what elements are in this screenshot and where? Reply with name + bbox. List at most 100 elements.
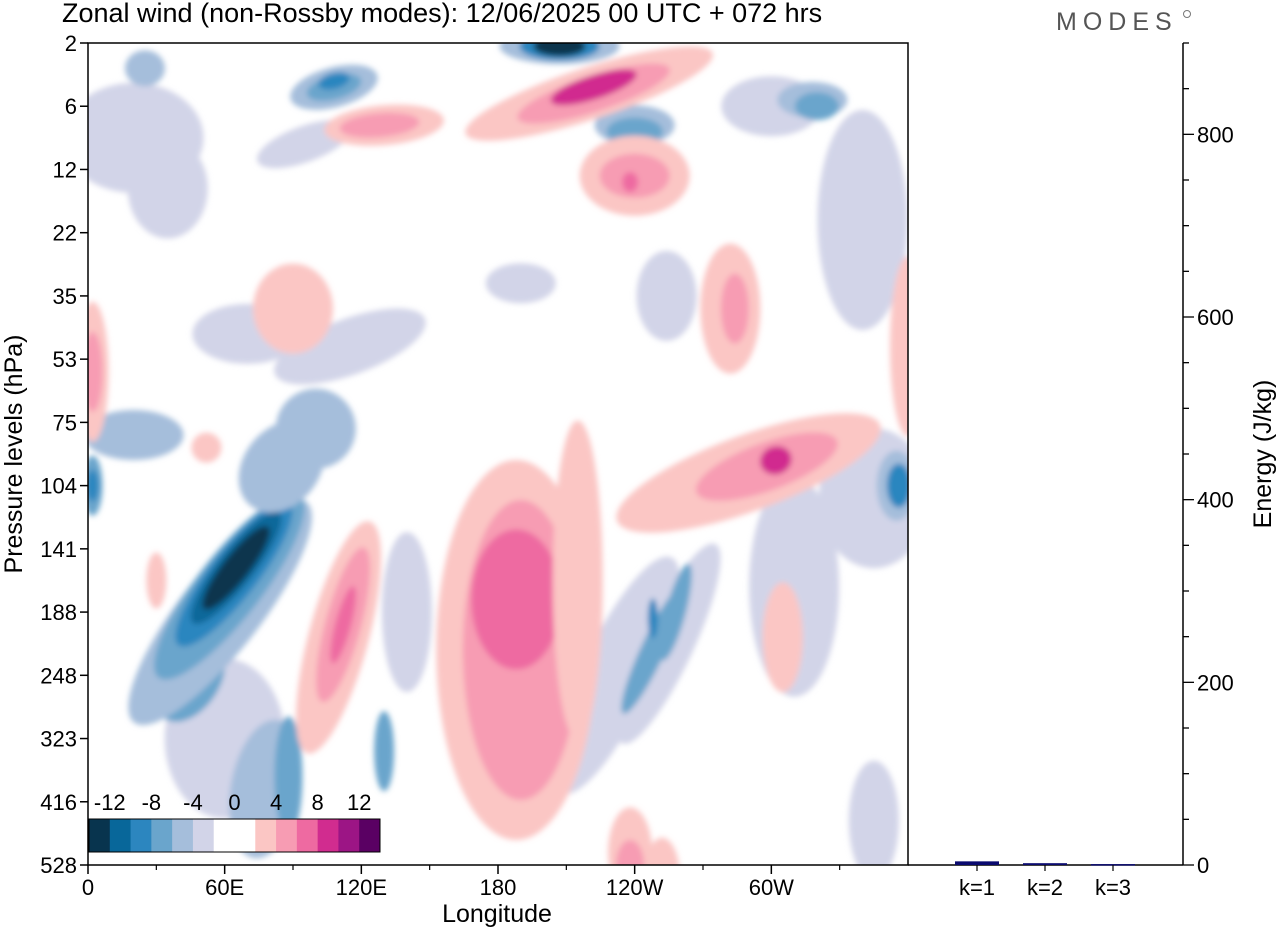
field-blob-57 — [890, 256, 908, 437]
field-blob-13 — [381, 532, 432, 693]
field-blob-4 — [274, 308, 426, 385]
energy-tick-label: 0 — [1197, 853, 1209, 878]
field-blob-5 — [485, 263, 556, 304]
field-blob-37 — [533, 43, 586, 57]
energy-bars: 0 200 400 600 800 Energy (J/kg) k=1 k=2 k=3 — [908, 42, 1277, 900]
energy-tick-label: 800 — [1197, 122, 1234, 147]
y-tick-label: 2 — [65, 31, 77, 56]
colorbar-swatch-0 — [89, 819, 111, 852]
colorbar-swatch-11 — [317, 819, 339, 852]
field-blob-43 — [88, 469, 99, 502]
field-blob-49 — [550, 69, 637, 106]
field-layer — [88, 43, 908, 865]
field-blob-66 — [479, 535, 540, 626]
y-tick-label: 75 — [53, 410, 77, 435]
x-tick-label: 0 — [82, 875, 94, 900]
y-tick-label: 35 — [53, 284, 77, 309]
field-blob-2 — [127, 138, 208, 239]
field-blob-46 — [647, 598, 658, 639]
field-blob-71 — [552, 420, 603, 741]
field-blob-69 — [330, 586, 357, 664]
field-blob-6 — [636, 250, 697, 341]
y-tick-label: 188 — [40, 600, 77, 625]
field-blob-34 — [318, 72, 350, 90]
field-blob-14 — [848, 760, 899, 865]
field-blob-59 — [88, 331, 103, 412]
field-blob-31 — [374, 711, 395, 792]
energy-tick-label: 600 — [1197, 305, 1234, 330]
colorbar: -12 -8 -4 0 4 8 12 — [88, 790, 381, 853]
heatmap-field — [88, 43, 908, 865]
energy-category-label: k=3 — [1095, 875, 1131, 900]
y-tick-label: 22 — [53, 221, 77, 246]
x-tick-label: 60E — [205, 875, 244, 900]
energy-category-label: k=1 — [959, 875, 995, 900]
colorbar-label: 4 — [270, 790, 282, 815]
field-blob-54 — [622, 172, 639, 193]
colorbar-swatch-4 — [172, 819, 194, 852]
field-blob-51 — [339, 112, 420, 138]
energy-bar-k=3 — [1091, 864, 1135, 866]
field-blob-30 — [274, 716, 303, 837]
field-blob-77 — [191, 432, 222, 463]
y-tick-label: 53 — [53, 347, 77, 372]
colorbar-label: -4 — [183, 790, 203, 815]
y-tick-label: 528 — [40, 853, 77, 878]
field-blob-26 — [202, 526, 270, 610]
colorbar-swatch-2 — [130, 819, 152, 852]
colorbar-swatch-5 — [192, 819, 215, 852]
field-blob-70 — [253, 263, 333, 354]
field-blob-15 — [88, 410, 184, 461]
field-blob-62 — [760, 446, 792, 475]
colorbar-swatch-12 — [338, 819, 360, 852]
colorbar-label: -12 — [94, 790, 126, 815]
colorbar-swatch-3 — [151, 819, 173, 852]
y-axis-title: Pressure levels (hPa) — [0, 335, 28, 574]
colorbar-swatch-10 — [296, 819, 319, 852]
x-tick-label: 180 — [480, 875, 517, 900]
energy-bar-k=2 — [1023, 863, 1067, 865]
y-tick-label: 12 — [53, 157, 77, 182]
colorbar-label: 12 — [347, 790, 371, 815]
colorbar-swatch-9 — [276, 819, 298, 852]
x-axis-title: Longitude — [442, 900, 552, 928]
colorbar-swatch-8 — [255, 819, 277, 852]
x-tick-label: 120W — [606, 875, 664, 900]
y-tick-label: 141 — [40, 537, 77, 562]
colorbar-swatch-1 — [109, 819, 132, 852]
colorbar-label: 0 — [228, 790, 240, 815]
colorbar-label: -8 — [142, 790, 162, 815]
energy-axis-title: Energy (J/kg) — [1249, 380, 1277, 529]
colorbar-swatch-13 — [359, 819, 381, 852]
colorbar-swatch-6 — [213, 819, 235, 852]
field-blob-39 — [794, 92, 839, 121]
field-blob-45 — [659, 563, 692, 661]
field-blob-7 — [817, 110, 908, 331]
field-blob-41 — [886, 463, 908, 508]
y-tick-label: 248 — [40, 663, 77, 688]
energy-bar-k=1 — [955, 861, 999, 865]
y-tick-label: 416 — [40, 790, 77, 815]
x-tick-label: 120E — [336, 875, 387, 900]
field-blob-20 — [124, 50, 165, 87]
y-tick-label: 323 — [40, 727, 77, 752]
energy-tick-label: 200 — [1197, 670, 1234, 695]
brand-logo: MODES — [1056, 8, 1178, 36]
energy-tick-label: 400 — [1197, 488, 1234, 513]
energy-category-label: k=2 — [1027, 875, 1063, 900]
page-title: Zonal wind (non-Rossby modes): 12/06/202… — [62, 0, 823, 28]
colorbar-label: 8 — [312, 790, 324, 815]
colorbar-swatch-7 — [234, 819, 256, 852]
field-blob-75 — [644, 837, 680, 865]
field-blob-28 — [275, 388, 356, 469]
field-blob-74 — [616, 840, 645, 865]
field-blob-56 — [720, 273, 749, 344]
field-blob-76 — [146, 552, 167, 609]
field-blob-72 — [762, 582, 803, 693]
y-tick-label: 6 — [65, 94, 77, 119]
y-tick-label: 104 — [40, 474, 77, 499]
x-tick-label: 60W — [749, 875, 794, 900]
brand-registered-mark — [1183, 10, 1191, 18]
